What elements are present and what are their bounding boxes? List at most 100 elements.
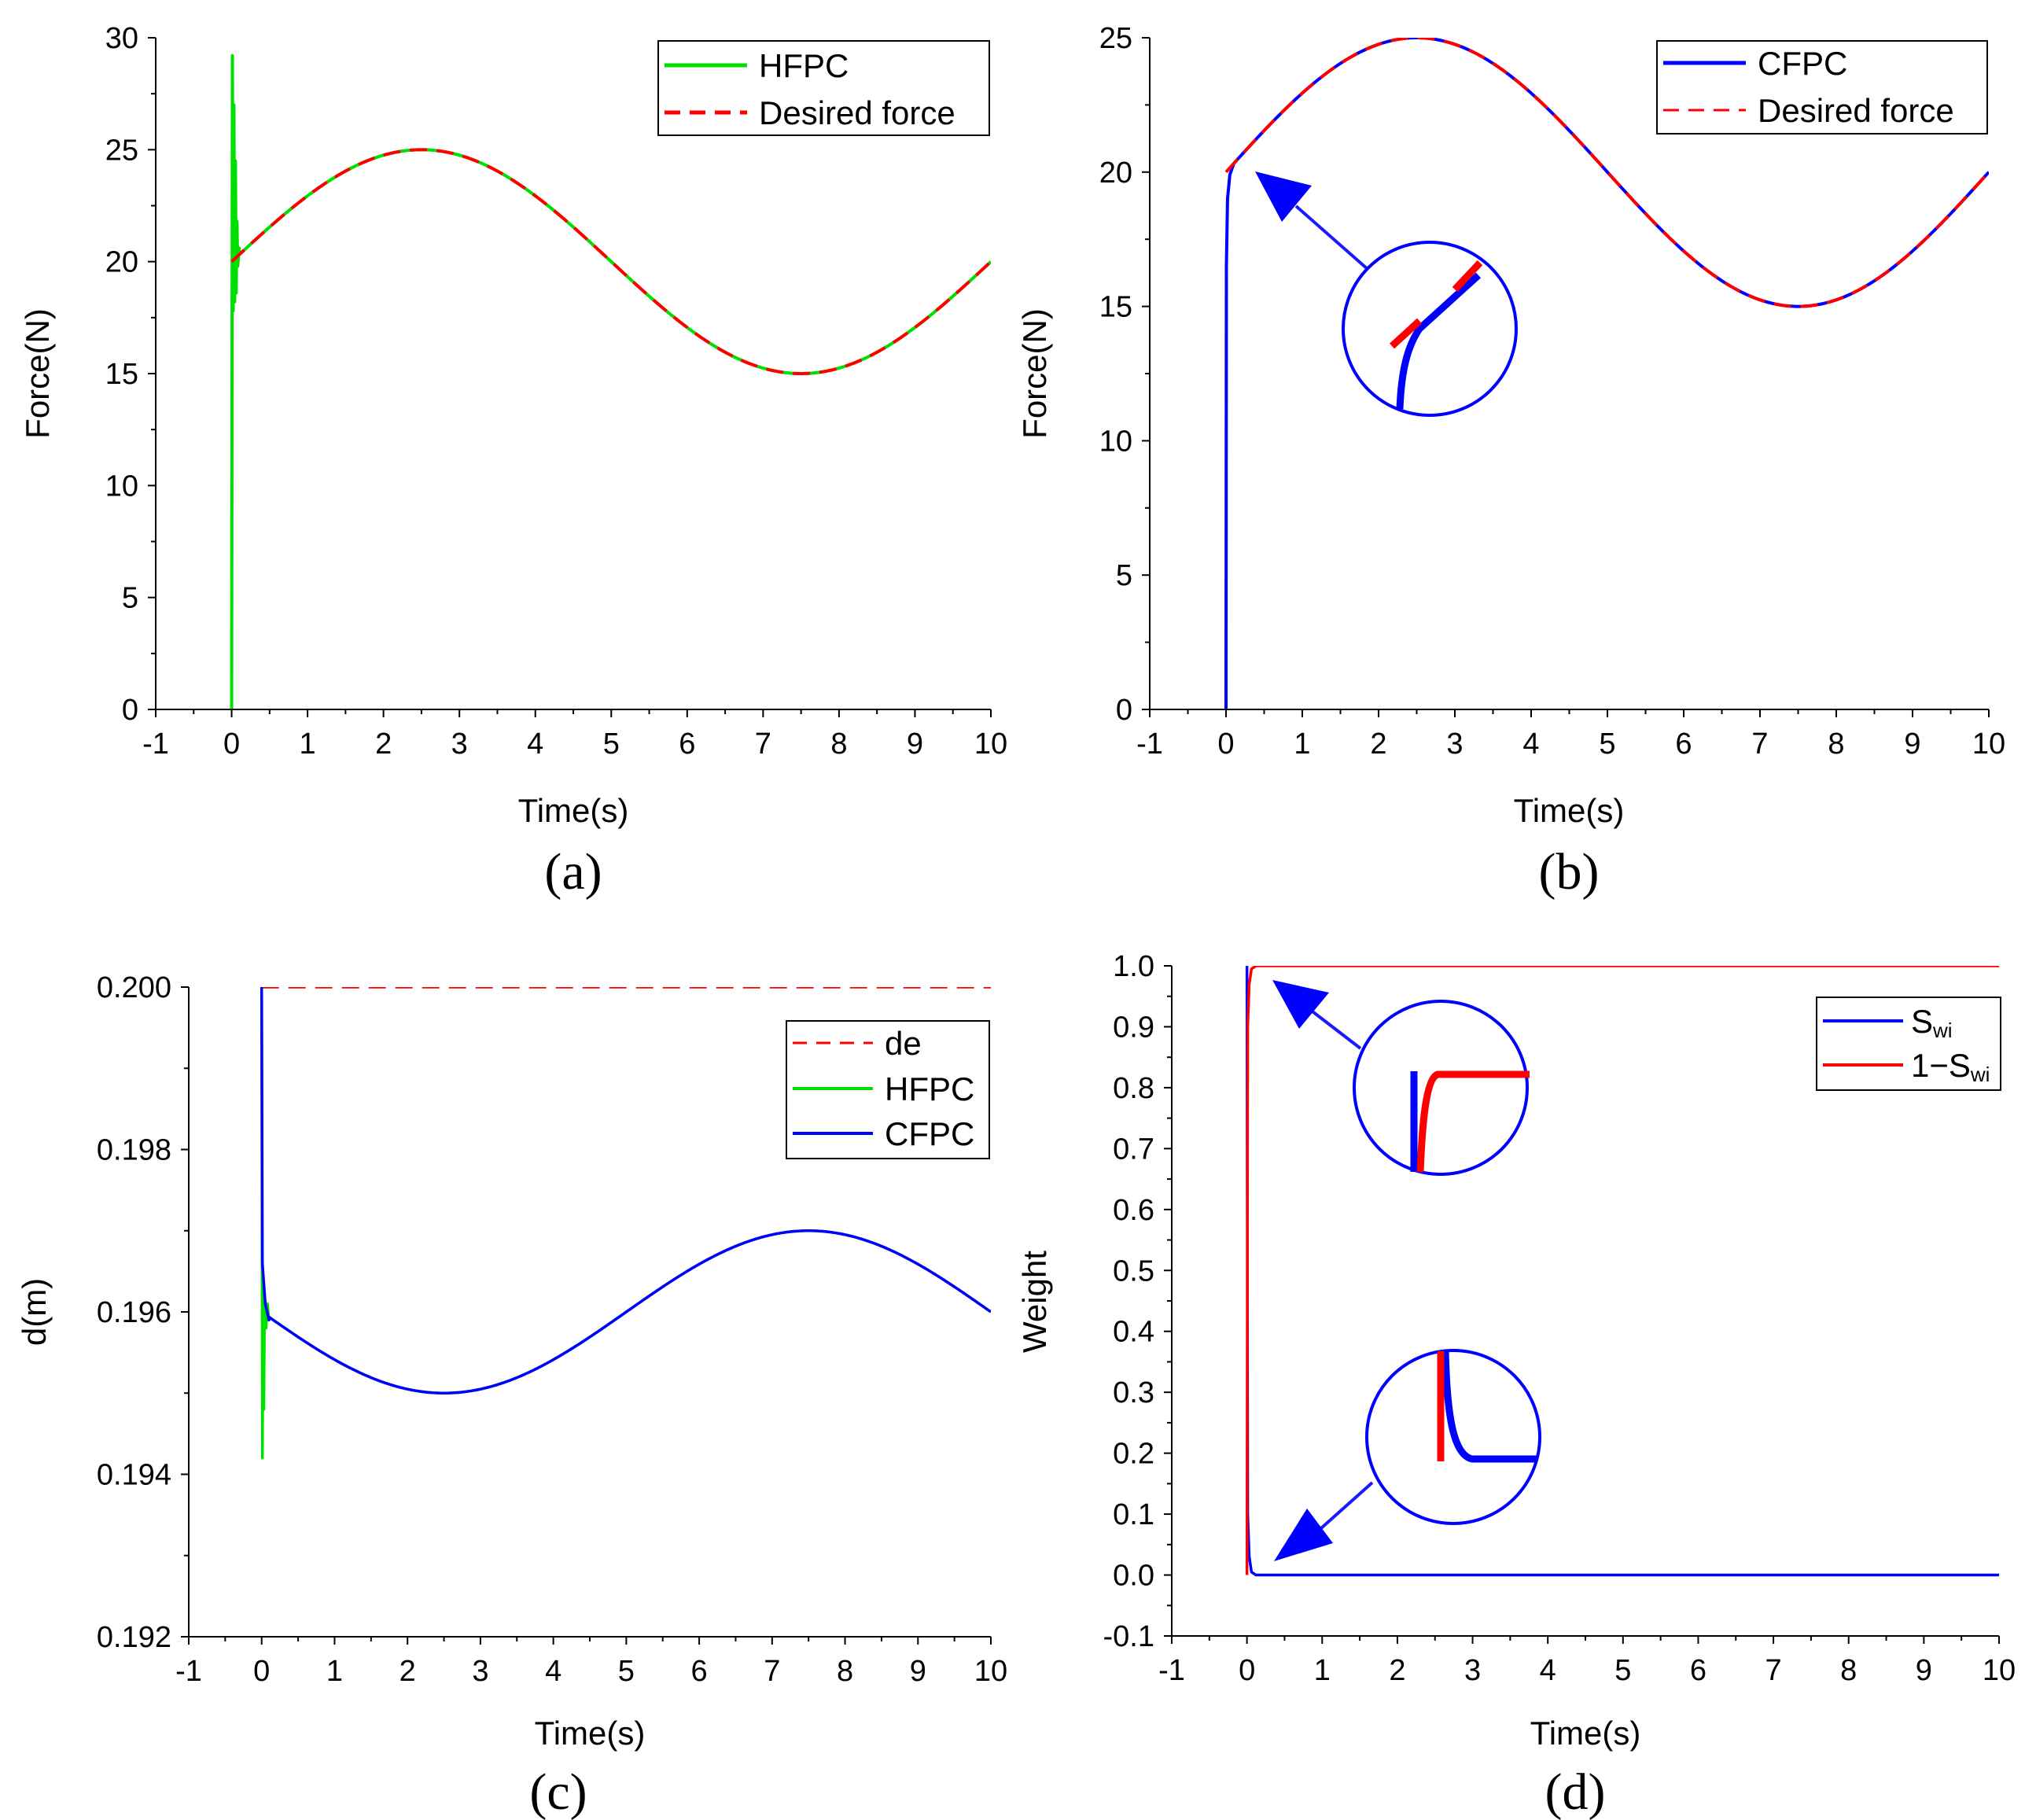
legend-label-desired-force: Desired force <box>1758 92 1954 129</box>
inset-pointer-line <box>1294 204 1370 271</box>
inset-top-red-curve <box>1416 1070 1530 1173</box>
y-tick-label: 0.9 <box>1113 1011 1154 1044</box>
panel-d-series <box>1245 966 1999 1577</box>
x-tick-label: 2 <box>399 1655 416 1688</box>
legend-box <box>1656 40 1988 134</box>
x-tick-label: 1 <box>326 1655 343 1688</box>
inset-top-pointer-line <box>1308 1008 1362 1050</box>
x-tick-label: 1 <box>300 728 316 761</box>
legend-label-one-minus-swi-subscript: wi <box>1970 1063 1990 1086</box>
x-tick-label: 5 <box>1614 1654 1631 1687</box>
panel-c-legend: de HFPC CFPC <box>786 1020 990 1159</box>
series-line-desired-force <box>1224 38 1989 308</box>
y-axis-title: Weight <box>1016 1251 1053 1353</box>
x-tick-label: 10 <box>974 1655 1007 1688</box>
x-tick-label: 4 <box>1540 1654 1556 1687</box>
y-tick-label: 0.198 <box>97 1134 171 1167</box>
y-tick-label: -0.1 <box>1103 1620 1154 1653</box>
y-tick-label: 30 <box>105 22 138 55</box>
y-tick-label: 0.5 <box>1113 1254 1154 1288</box>
y-axis-title: Force(N) <box>19 308 56 439</box>
panel-d-axes: -1 0 1 2 3 4 5 6 7 8 9 10 -0.1 0.0 0.1 0.2 0.3 0.4 0.5 0.6 0… <box>1103 950 2016 1687</box>
y-tick-label: 0.4 <box>1113 1316 1154 1349</box>
y-tick-label: 0.3 <box>1113 1376 1154 1409</box>
y-tick-label: 5 <box>1116 559 1132 592</box>
x-tick-label: 6 <box>679 728 695 761</box>
x-tick-label: 5 <box>603 728 620 761</box>
x-axis-title: Time(s) <box>1514 792 1625 829</box>
panel-label-d: (d) <box>1545 1763 1606 1820</box>
x-tick-label: 0 <box>1239 1654 1255 1687</box>
panel-c-axes: -1 0 1 2 3 4 5 6 7 8 9 10 0.192 0.194 0.196 0.198 0.200 <box>97 971 1007 1688</box>
x-tick-label: -1 <box>1158 1654 1185 1687</box>
inset-pointer-arrowhead <box>1255 171 1312 222</box>
x-tick-label: 0 <box>1217 728 1234 761</box>
x-tick-label: 8 <box>837 1655 853 1688</box>
x-tick-label: 5 <box>1599 728 1615 761</box>
x-tick-label: 1 <box>1314 1654 1331 1687</box>
x-tick-label: 9 <box>1904 728 1920 761</box>
y-axis-title: Force(N) <box>1016 308 1053 439</box>
inset-blue-curve <box>1396 272 1482 410</box>
y-tick-label: 1.0 <box>1113 950 1154 983</box>
x-tick-label: 0 <box>223 728 240 761</box>
y-tick-label: 0.6 <box>1113 1194 1154 1227</box>
x-tick-label: 8 <box>1840 1654 1857 1687</box>
legend-label-de: de <box>885 1025 922 1062</box>
series-line-hfpc <box>230 53 991 709</box>
y-tick-label: 20 <box>1099 157 1132 190</box>
panel-d: -1 0 1 2 3 4 5 6 7 8 9 10 -0.1 0.0 0.1 0.2 0.3 0.4 0.5 0.6 0… <box>1016 950 2016 1820</box>
x-tick-label: 3 <box>451 728 468 761</box>
inset-red-curve <box>1389 260 1483 349</box>
legend-label-hfpc: HFPC <box>759 47 849 84</box>
x-tick-label: 2 <box>375 728 392 761</box>
inset-zoom-circle <box>1342 241 1518 417</box>
x-tick-label: 10 <box>1983 1654 2016 1687</box>
legend-label-swi-main: S <box>1911 1003 1933 1040</box>
x-tick-label: 4 <box>527 728 543 761</box>
x-axis-title: Time(s) <box>1530 1715 1641 1752</box>
y-tick-label: 20 <box>105 246 138 279</box>
y-tick-label: 0.200 <box>97 971 171 1004</box>
y-tick-label: 0.2 <box>1113 1438 1154 1471</box>
y-tick-label: 0 <box>1116 694 1132 727</box>
x-tick-label: 6 <box>1675 728 1692 761</box>
panel-a-legend: HFPC Desired force <box>657 40 990 136</box>
x-tick-label: 10 <box>1972 728 2005 761</box>
x-tick-label: 9 <box>910 1655 926 1688</box>
x-tick-label: 3 <box>472 1655 488 1688</box>
inset-bottom-pointer-arrowhead <box>1274 1509 1333 1561</box>
inset-bottom-pointer-line <box>1320 1481 1374 1530</box>
legend-label-one-minus-swi: 1−Swi <box>1911 1047 1990 1086</box>
x-tick-label: 3 <box>1464 1654 1481 1687</box>
panel-label-a: (a) <box>544 843 602 901</box>
x-tick-label: 10 <box>974 728 1007 761</box>
x-tick-label: 9 <box>1916 1654 1932 1687</box>
panel-b-series <box>1224 38 1989 709</box>
x-tick-label: 6 <box>691 1655 708 1688</box>
inset-top-zoom-circle <box>1353 1000 1529 1176</box>
series-line-cfpc <box>260 987 991 1394</box>
series-line-cfpc <box>1224 38 1989 709</box>
y-tick-label: 0 <box>122 694 138 727</box>
x-tick-label: 9 <box>907 728 923 761</box>
x-tick-label: 2 <box>1370 728 1386 761</box>
panel-b-inset <box>1255 171 1518 417</box>
x-axis-title: Time(s) <box>535 1715 646 1752</box>
x-axis-title: Time(s) <box>518 792 629 829</box>
y-tick-label: 0.0 <box>1113 1560 1154 1593</box>
x-tick-label: 7 <box>755 728 771 761</box>
legend-label-hfpc: HFPC <box>885 1070 974 1107</box>
y-tick-label: 10 <box>105 470 138 503</box>
legend-label-desired-force: Desired force <box>759 94 955 131</box>
y-tick-label: 0.194 <box>97 1459 171 1492</box>
legend-label-swi-subscript: wi <box>1932 1019 1953 1042</box>
y-axis-title: d(m) <box>16 1278 53 1346</box>
x-tick-label: 6 <box>1690 1654 1707 1687</box>
x-tick-label: 4 <box>545 1655 561 1688</box>
x-tick-label: 7 <box>764 1655 780 1688</box>
y-tick-label: 25 <box>1099 22 1132 55</box>
y-tick-label: 0.8 <box>1113 1072 1154 1105</box>
